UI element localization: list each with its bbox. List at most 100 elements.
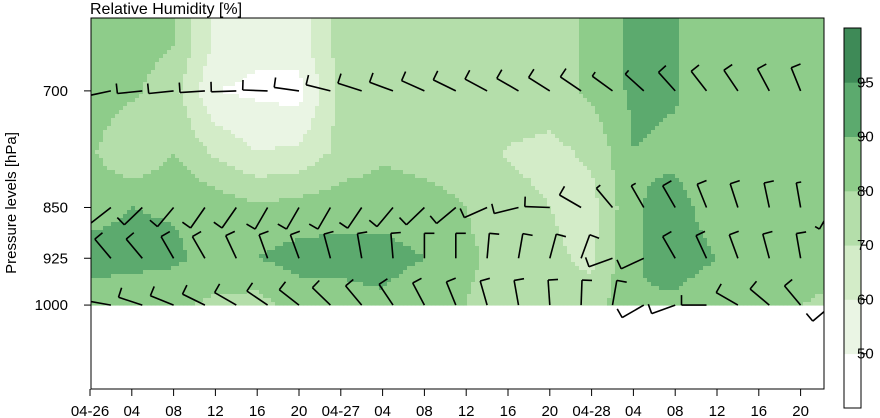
humidity-cell xyxy=(203,58,208,63)
humidity-cell xyxy=(367,58,372,63)
humidity-cell xyxy=(703,18,708,23)
humidity-cell xyxy=(251,90,256,95)
humidity-cell xyxy=(115,110,120,115)
humidity-cell xyxy=(327,114,332,119)
humidity-cell xyxy=(599,66,604,71)
humidity-cell xyxy=(787,54,792,59)
humidity-cell xyxy=(615,86,620,91)
humidity-cell xyxy=(659,90,664,95)
humidity-cell xyxy=(131,122,136,127)
humidity-cell xyxy=(267,114,272,119)
humidity-cell xyxy=(383,46,388,51)
humidity-cell xyxy=(471,42,476,47)
humidity-cell xyxy=(195,66,200,71)
humidity-cell xyxy=(683,122,688,127)
humidity-cell xyxy=(759,58,764,63)
humidity-cell xyxy=(747,98,752,103)
humidity-cell xyxy=(767,62,772,67)
humidity-cell xyxy=(419,78,424,83)
humidity-cell xyxy=(163,118,168,123)
humidity-cell xyxy=(759,26,764,31)
humidity-cell xyxy=(415,22,420,27)
humidity-cell xyxy=(719,82,724,87)
humidity-cell xyxy=(99,86,104,91)
humidity-cell xyxy=(419,22,424,27)
humidity-cell xyxy=(663,74,668,79)
humidity-cell xyxy=(819,118,824,123)
humidity-cell xyxy=(159,86,164,91)
humidity-cell xyxy=(303,66,308,71)
humidity-cell xyxy=(763,98,768,103)
humidity-cell xyxy=(427,90,432,95)
humidity-cell xyxy=(631,86,636,91)
humidity-cell xyxy=(275,58,280,63)
humidity-cell xyxy=(547,114,552,119)
humidity-cell xyxy=(311,82,316,87)
humidity-cell xyxy=(507,46,512,51)
humidity-cell xyxy=(591,66,596,71)
humidity-cell xyxy=(683,34,688,39)
humidity-cell xyxy=(603,66,608,71)
humidity-cell xyxy=(803,94,808,99)
humidity-cell xyxy=(799,70,804,75)
humidity-cell xyxy=(567,58,572,63)
humidity-cell xyxy=(511,30,516,35)
humidity-cell xyxy=(203,86,208,91)
humidity-cell xyxy=(259,26,264,31)
humidity-cell xyxy=(819,34,824,39)
humidity-cell xyxy=(247,86,252,91)
humidity-cell xyxy=(819,54,824,59)
humidity-cell xyxy=(303,74,308,79)
humidity-cell xyxy=(215,30,220,35)
humidity-cell xyxy=(675,70,680,75)
humidity-cell xyxy=(291,54,296,59)
humidity-cell xyxy=(423,98,428,103)
humidity-cell xyxy=(563,122,568,127)
humidity-cell xyxy=(151,58,156,63)
humidity-cell xyxy=(531,34,536,39)
humidity-cell xyxy=(443,110,448,115)
humidity-cell xyxy=(575,38,580,43)
humidity-cell xyxy=(439,26,444,31)
humidity-cell xyxy=(331,46,336,51)
humidity-cell xyxy=(731,58,736,63)
humidity-cell xyxy=(319,94,324,99)
humidity-cell xyxy=(567,118,572,123)
humidity-cell xyxy=(631,90,636,95)
humidity-cell xyxy=(451,30,456,35)
humidity-cell xyxy=(219,82,224,87)
humidity-cell xyxy=(763,114,768,119)
humidity-cell xyxy=(231,102,236,107)
humidity-cell xyxy=(675,34,680,39)
humidity-cell xyxy=(207,58,212,63)
humidity-cell xyxy=(615,54,620,59)
humidity-cell xyxy=(571,122,576,127)
humidity-cell xyxy=(459,34,464,39)
humidity-cell xyxy=(123,50,128,55)
humidity-cell xyxy=(803,38,808,43)
humidity-cell xyxy=(639,58,644,63)
humidity-cell xyxy=(619,54,624,59)
humidity-cell xyxy=(183,82,188,87)
humidity-cell xyxy=(579,38,584,43)
humidity-cell xyxy=(755,94,760,99)
humidity-cell xyxy=(819,74,824,79)
humidity-cell xyxy=(543,22,548,27)
humidity-cell xyxy=(675,98,680,103)
humidity-cell xyxy=(343,82,348,87)
humidity-cell xyxy=(675,102,680,107)
humidity-cell xyxy=(363,50,368,55)
humidity-cell xyxy=(723,22,728,27)
humidity-cell xyxy=(371,122,376,127)
humidity-cell xyxy=(435,98,440,103)
humidity-cell xyxy=(127,118,132,123)
humidity-cell xyxy=(551,78,556,83)
humidity-cell xyxy=(587,122,592,127)
humidity-cell xyxy=(383,38,388,43)
humidity-cell xyxy=(611,106,616,111)
humidity-cell xyxy=(375,38,380,43)
humidity-cell xyxy=(223,42,228,47)
humidity-cell xyxy=(683,18,688,23)
humidity-cell xyxy=(631,98,636,103)
humidity-cell xyxy=(591,86,596,91)
